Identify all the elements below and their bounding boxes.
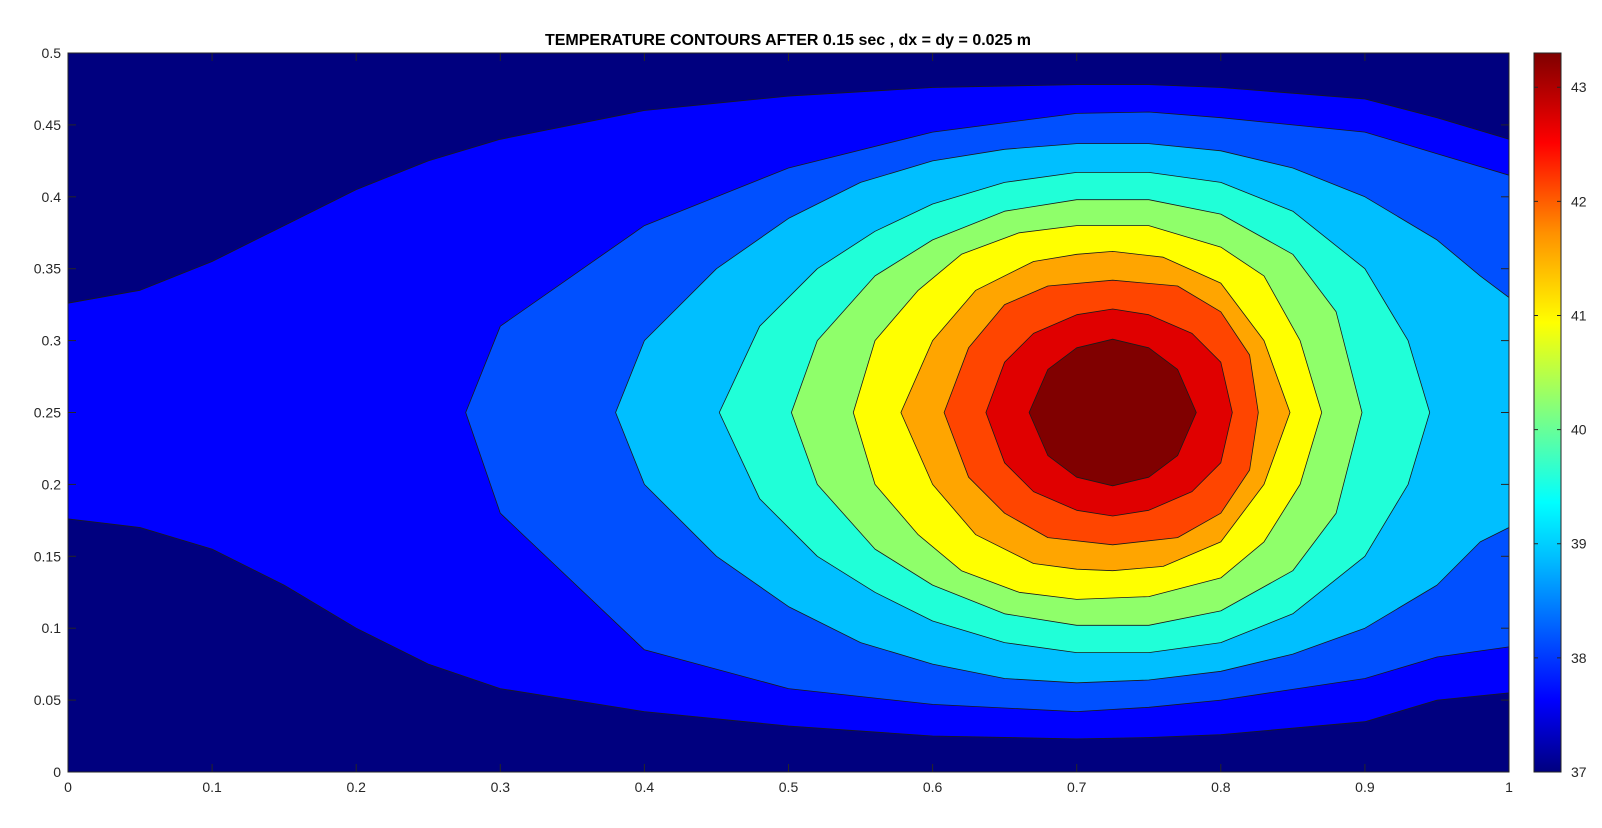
colorbar-tick-label: 42: [1571, 193, 1587, 209]
x-tick-label: 0.5: [779, 779, 799, 795]
colorbar-gradient: [1533, 52, 1562, 773]
chart-title: TEMPERATURE CONTOURS AFTER 0.15 sec , dx…: [545, 32, 1031, 49]
colorbar-tick-label: 41: [1571, 307, 1587, 323]
y-tick-label: 0.05: [34, 692, 61, 708]
colorbar: 37 38 39 40 41 42 43: [1533, 52, 1587, 780]
y-tick-label: 0.15: [34, 548, 61, 564]
y-tick-label: 0.2: [42, 476, 62, 492]
x-tick-label: 0.1: [202, 779, 222, 795]
x-tick-label: 0.7: [1067, 779, 1087, 795]
contour-band-10: [1028, 338, 1197, 487]
plot-area: [68, 53, 1509, 772]
colorbar-tick-label: 38: [1571, 650, 1587, 666]
y-tick-label: 0: [53, 764, 61, 780]
colorbar-ticks: 37 38 39 40 41 42 43: [1534, 79, 1587, 780]
y-tick-label: 0.5: [42, 45, 62, 61]
x-tick-label: 0.6: [923, 779, 943, 795]
y-tick-label: 0.35: [34, 261, 61, 277]
y-tick-label: 0.25: [34, 405, 61, 421]
x-axis: 0 0.1 0.2 0.3 0.4 0.5 0.6 0.7 0.8 0.9 1: [64, 53, 1513, 795]
x-tick-label: 0.8: [1211, 779, 1231, 795]
contour-layers: [68, 84, 1509, 740]
colorbar-tick-label: 43: [1571, 79, 1587, 95]
x-tick-label: 0.3: [491, 779, 511, 795]
x-tick-label: 0: [64, 779, 72, 795]
colorbar-tick-label: 37: [1571, 764, 1587, 780]
x-tick-label: 1: [1505, 779, 1513, 795]
x-tick-label: 0.9: [1355, 779, 1375, 795]
y-tick-label: 0.45: [34, 117, 61, 133]
x-tick-label: 0.4: [635, 779, 655, 795]
y-axis: 0 0.05 0.1 0.15 0.2 0.25 0.3 0.35 0.4 0.45 0.5: [34, 45, 1509, 780]
y-tick-label: 0.3: [42, 333, 62, 349]
colorbar-tick-label: 40: [1571, 422, 1587, 438]
x-tick-label: 0.2: [346, 779, 366, 795]
y-tick-label: 0.4: [42, 189, 62, 205]
colorbar-tick-label: 39: [1571, 536, 1587, 552]
y-tick-label: 0.1: [42, 620, 62, 636]
